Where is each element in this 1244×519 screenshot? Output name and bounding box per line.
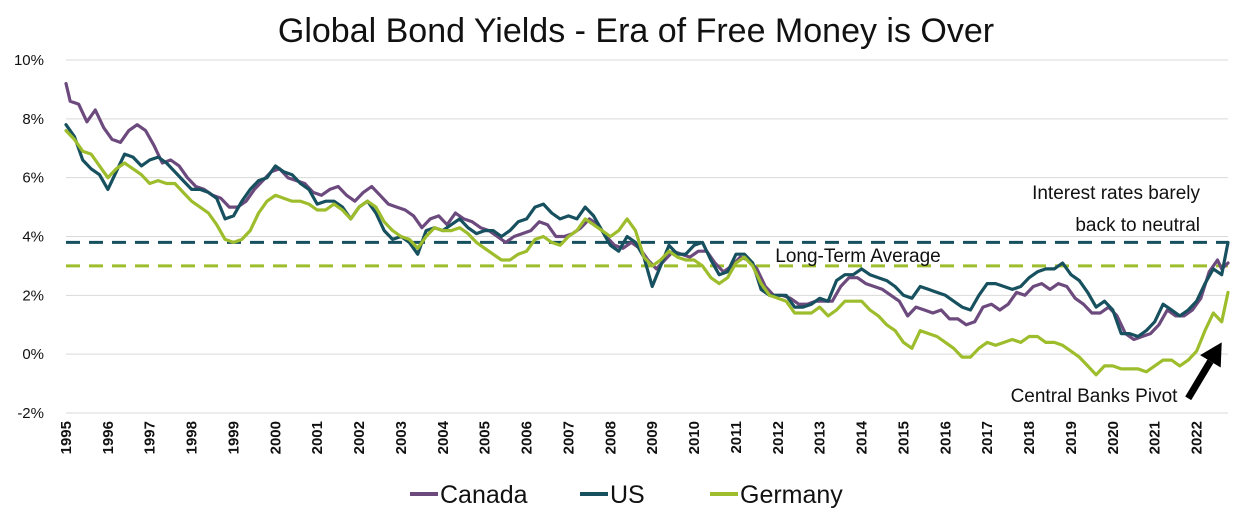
chart-title: Global Bond Yields - Era of Free Money i… — [278, 12, 994, 50]
x-tick-label: 2007 — [560, 421, 577, 454]
x-tick-label: 2004 — [435, 420, 452, 454]
legend-label-us: US — [610, 481, 645, 509]
x-tick-label: 2022 — [1189, 421, 1206, 454]
legend: Canada US Germany — [410, 481, 843, 509]
x-tick-label: 2016 — [937, 421, 954, 454]
x-tick-label: 2008 — [602, 421, 619, 454]
x-tick-label: 2003 — [393, 421, 410, 454]
y-tick-label: 4% — [22, 229, 44, 246]
annotation-interest-rates-line2: back to neutral — [1075, 215, 1200, 236]
y-tick-label: -2% — [17, 405, 44, 422]
y-tick-label: 2% — [22, 287, 44, 304]
x-tick-label: 2017 — [979, 421, 996, 454]
x-tick-label: 2015 — [895, 421, 912, 454]
x-tick-label: 2005 — [477, 421, 494, 454]
x-tick-label: 2000 — [267, 421, 284, 454]
y-axis-ticks: -2% 0% 2% 4% 6% 8% 10% — [14, 52, 44, 422]
gridlines — [66, 59, 1228, 414]
x-tick-label: 1995 — [58, 421, 75, 454]
annotation-long-term-average: Long-Term Average — [775, 246, 940, 267]
x-tick-label: 2021 — [1147, 421, 1164, 454]
pivot-arrowhead — [1200, 342, 1222, 368]
legend-label-canada: Canada — [440, 481, 528, 509]
x-tick-label: 2014 — [854, 420, 871, 454]
x-tick-label: 1996 — [100, 421, 117, 454]
x-tick-label: 2020 — [1105, 421, 1122, 454]
annotations: Interest rates barely back to neutral Lo… — [775, 183, 1222, 407]
x-tick-label: 2019 — [1063, 421, 1080, 454]
x-tick-label: 2006 — [519, 421, 536, 454]
annotation-interest-rates-line1: Interest rates barely — [1032, 183, 1200, 204]
series-line-germany — [64, 129, 1230, 377]
x-tick-label: 2009 — [644, 421, 661, 454]
x-tick-label: 1998 — [184, 421, 201, 454]
y-tick-label: 6% — [22, 170, 44, 187]
x-tick-label: 2013 — [812, 421, 829, 454]
y-tick-label: 10% — [14, 52, 44, 69]
x-axis-ticks: 1995 1996 1997 1998 1999 2000 2001 2002 2003 2004… — [58, 420, 1206, 454]
x-tick-label: 2010 — [686, 421, 703, 454]
legend-label-germany: Germany — [740, 481, 843, 509]
x-tick-label: 2012 — [770, 421, 787, 454]
y-tick-label: 0% — [22, 346, 44, 363]
x-tick-label: 2002 — [351, 421, 368, 454]
x-tick-label: 2018 — [1021, 421, 1038, 454]
series-line-us — [64, 123, 1230, 339]
series-lines — [64, 81, 1230, 377]
x-tick-label: 2011 — [728, 421, 745, 454]
pivot-arrow — [1185, 359, 1214, 401]
x-tick-label: 2001 — [309, 421, 326, 454]
y-tick-label: 8% — [22, 111, 44, 128]
x-tick-label: 1997 — [142, 421, 159, 454]
x-tick-label: 1999 — [225, 421, 242, 454]
annotation-central-banks-pivot: Central Banks Pivot — [1011, 386, 1179, 407]
